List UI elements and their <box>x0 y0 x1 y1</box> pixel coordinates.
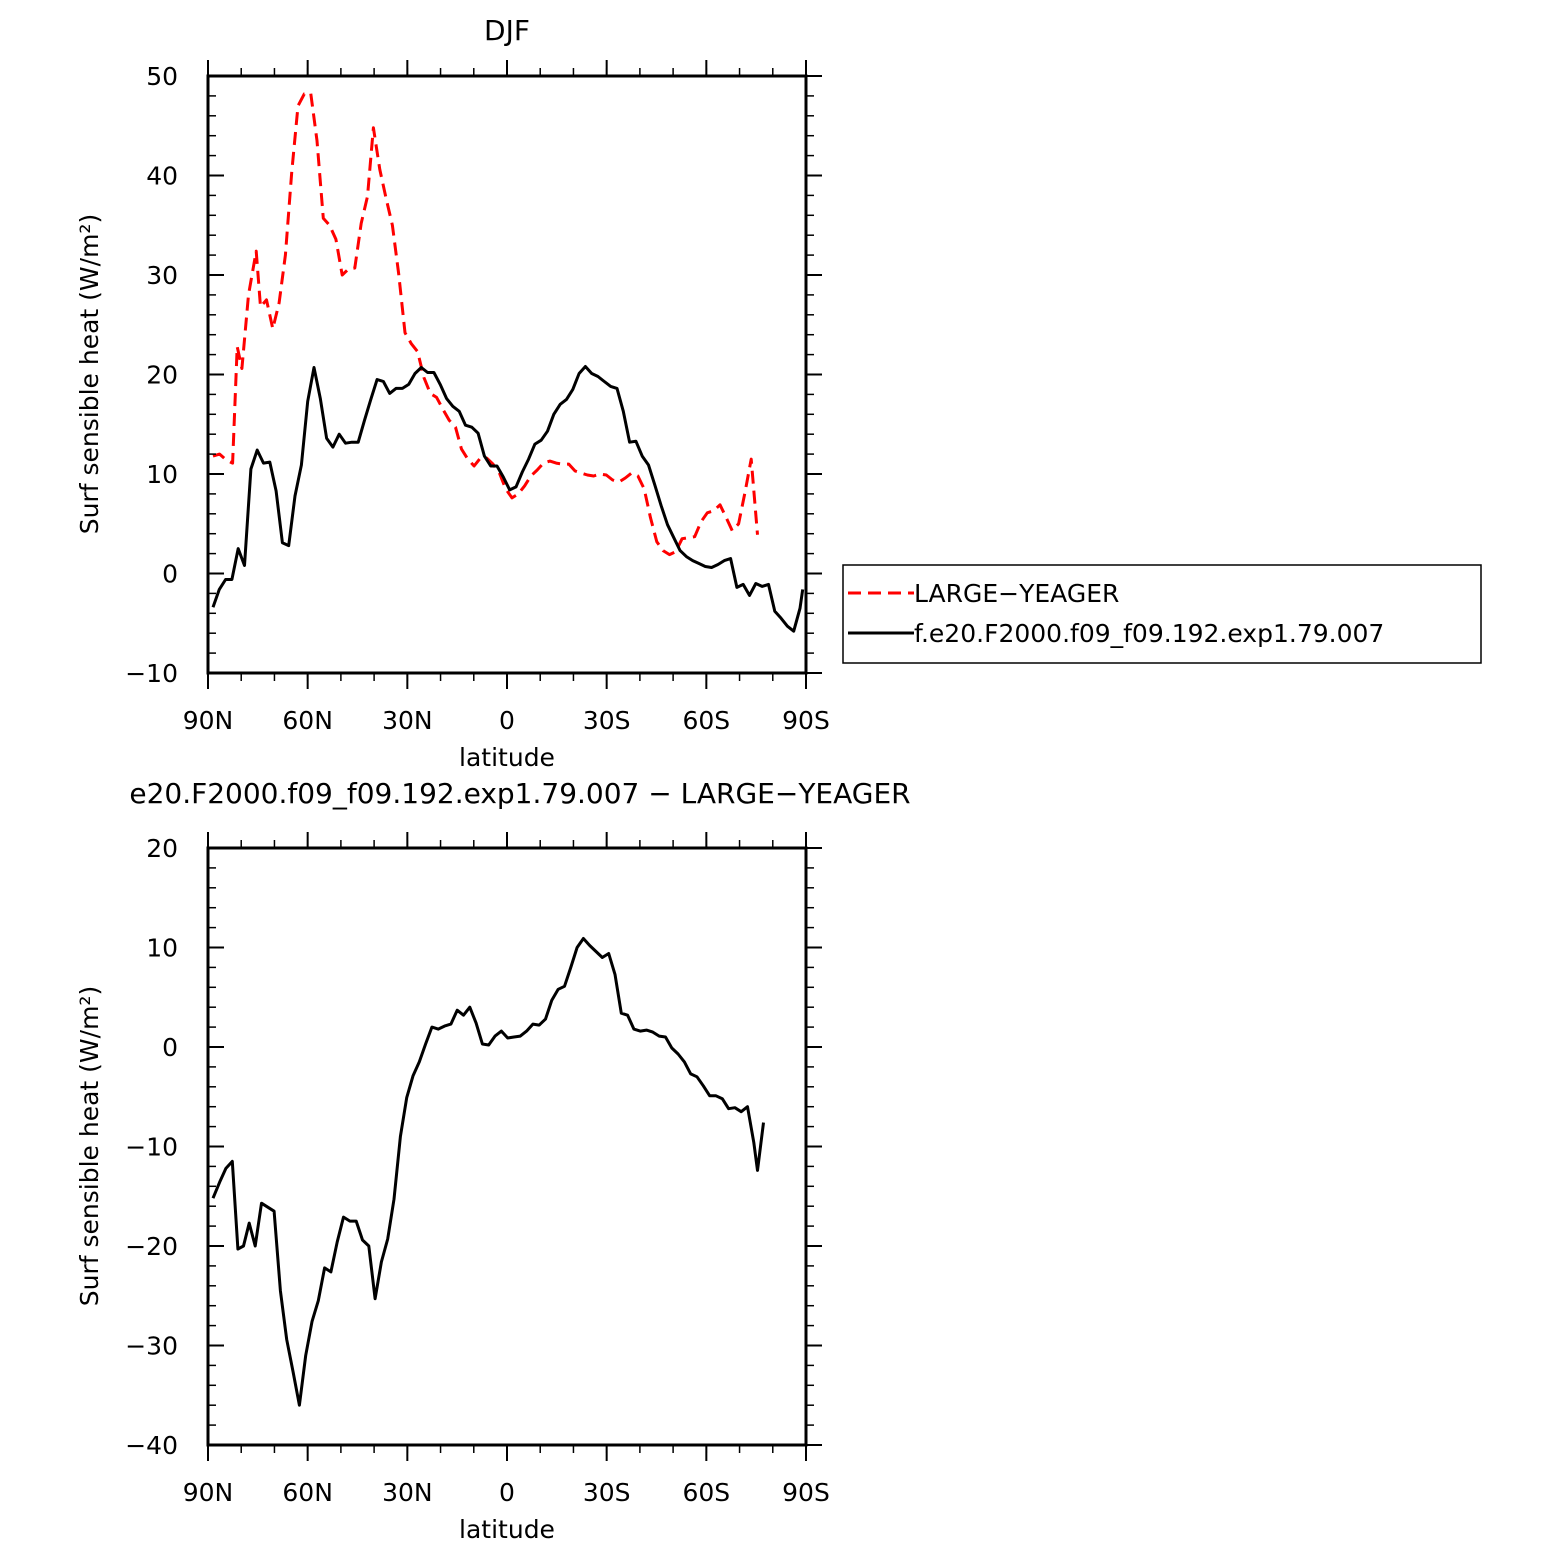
y-tick-label: −30 <box>125 1332 178 1361</box>
x-tick-label: 30N <box>382 706 433 735</box>
x-tick-label: 30S <box>583 1478 631 1507</box>
y-tick-label: 0 <box>162 560 178 589</box>
series-line-0 <box>212 91 759 557</box>
y-tick-label: 10 <box>146 460 178 489</box>
difference-chart-title: e20.F2000.f09_f09.192.exp1.79.007 − LARG… <box>129 777 910 810</box>
x-tick-label: 30N <box>382 1478 433 1507</box>
y-tick-label: 30 <box>146 261 178 290</box>
series-line-0 <box>211 937 765 1407</box>
y-tick-label: 40 <box>146 162 178 191</box>
x-axis-label: latitude <box>459 743 555 772</box>
y-tick-label: 50 <box>146 62 178 91</box>
legend-label-model: f.e20.F2000.f09_f09.192.exp1.79.007 <box>914 619 1384 648</box>
x-tick-label: 60S <box>682 706 730 735</box>
legend-box <box>842 564 1482 664</box>
plot-frame <box>206 846 808 1447</box>
series-line-1 <box>211 365 805 633</box>
x-axis-label: latitude <box>459 1515 555 1544</box>
y-tick-label: −10 <box>125 1133 178 1162</box>
x-tick-label: 60N <box>282 1478 333 1507</box>
legend: LARGE−YEAGER f.e20.F2000.f09_f09.192.exp… <box>842 564 1482 664</box>
chart-title: DJF <box>484 14 530 47</box>
series-lines <box>211 937 765 1407</box>
y-tick-label: 10 <box>146 934 178 963</box>
x-tick-label: 60N <box>282 706 333 735</box>
x-tick-label: 90S <box>782 1478 830 1507</box>
y-tick-label: −10 <box>125 659 178 688</box>
x-tick-label: 0 <box>499 706 515 735</box>
x-tick-label: 30S <box>583 706 631 735</box>
legend-label-large-yeager: LARGE−YEAGER <box>914 579 1119 608</box>
x-tick-label: 90N <box>183 1478 234 1507</box>
series-lines <box>211 91 805 633</box>
y-axis-label: Surf sensible heat (W/m²) <box>75 986 104 1306</box>
y-tick-label: 0 <box>162 1033 178 1062</box>
plot-frame <box>206 74 808 675</box>
y-tick-label: −40 <box>125 1431 178 1460</box>
y-tick-label: 20 <box>146 834 178 863</box>
y-axis-label: Surf sensible heat (W/m²) <box>75 214 104 534</box>
y-tick-label: 20 <box>146 361 178 390</box>
x-tick-label: 90S <box>782 706 830 735</box>
x-tick-label: 60S <box>682 1478 730 1507</box>
x-tick-label: 90N <box>183 706 234 735</box>
y-tick-label: −20 <box>125 1232 178 1261</box>
bottom-panel: e20.F2000.f09_f09.192.exp1.79.007 − LARG… <box>75 777 911 1544</box>
x-tick-label: 0 <box>499 1478 515 1507</box>
